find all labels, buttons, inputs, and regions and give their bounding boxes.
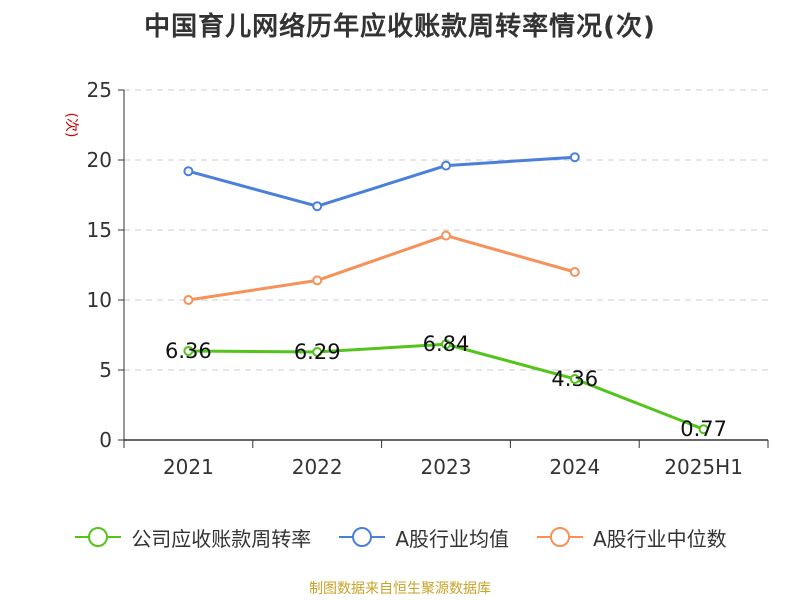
x-tick-label: 2022 (292, 455, 343, 479)
legend-marker-icon (339, 527, 386, 547)
x-tick-label: 2025H1 (664, 455, 743, 479)
y-tick-label: 5 (99, 358, 112, 382)
series-line (188, 155, 575, 208)
data-point[interactable] (312, 201, 323, 212)
y-tick-label: 15 (87, 218, 112, 242)
legend-item[interactable]: 公司应收账款周转率 (73, 523, 311, 552)
x-tick-label: 2021 (163, 455, 214, 479)
x-tick-label: 2024 (549, 455, 600, 479)
line-chart: 0 5 10 15 20 25 (次) 2021 2022 2023 2024 2025H1 6.36 6… (63, 78, 769, 479)
source-note: 制图数据来自恒生聚源数据库 (309, 581, 491, 597)
data-label: 0.77 (680, 417, 727, 441)
legend-item[interactable]: A股行业中位数 (535, 523, 727, 552)
data-point[interactable] (698, 424, 709, 435)
data-point[interactable] (312, 346, 323, 357)
data-point[interactable] (183, 166, 194, 177)
x-tick-label: 2023 (421, 455, 472, 479)
data-label: 4.36 (551, 367, 598, 391)
legend-label: A股行业均值 (395, 526, 509, 551)
data-point[interactable] (183, 345, 194, 356)
data-point[interactable] (441, 339, 451, 350)
legend: 公司应收账款周转率 A股行业均值 A股行业中位数 (0, 519, 800, 555)
series-line (188, 234, 576, 302)
legend-label: A股行业中位数 (593, 526, 727, 551)
data-point[interactable] (569, 373, 580, 384)
data-label: 6.84 (423, 332, 470, 356)
y-tick-label: 10 (87, 288, 112, 312)
data-label: 6.29 (294, 340, 341, 364)
y-tick-label: 25 (87, 78, 112, 102)
y-axis-label: (次) (63, 113, 79, 138)
y-tick-label: 20 (87, 148, 112, 172)
y-tick-label: 0 (99, 428, 112, 452)
data-point[interactable] (183, 295, 194, 305)
series-line (188, 342, 705, 431)
data-point[interactable] (441, 160, 451, 171)
data-point[interactable] (441, 230, 451, 241)
legend-label: 公司应收账款周转率 (131, 526, 312, 551)
legend-marker-icon (537, 527, 583, 547)
data-point[interactable] (569, 152, 580, 163)
data-point[interactable] (569, 267, 580, 277)
chart-title: 中国育儿网络历年应收账款周转率情况(次) (144, 12, 656, 42)
data-label: 6.36 (165, 339, 212, 363)
legend-marker-icon (75, 527, 122, 547)
data-point[interactable] (312, 275, 323, 286)
legend-item[interactable]: A股行业均值 (337, 523, 509, 552)
